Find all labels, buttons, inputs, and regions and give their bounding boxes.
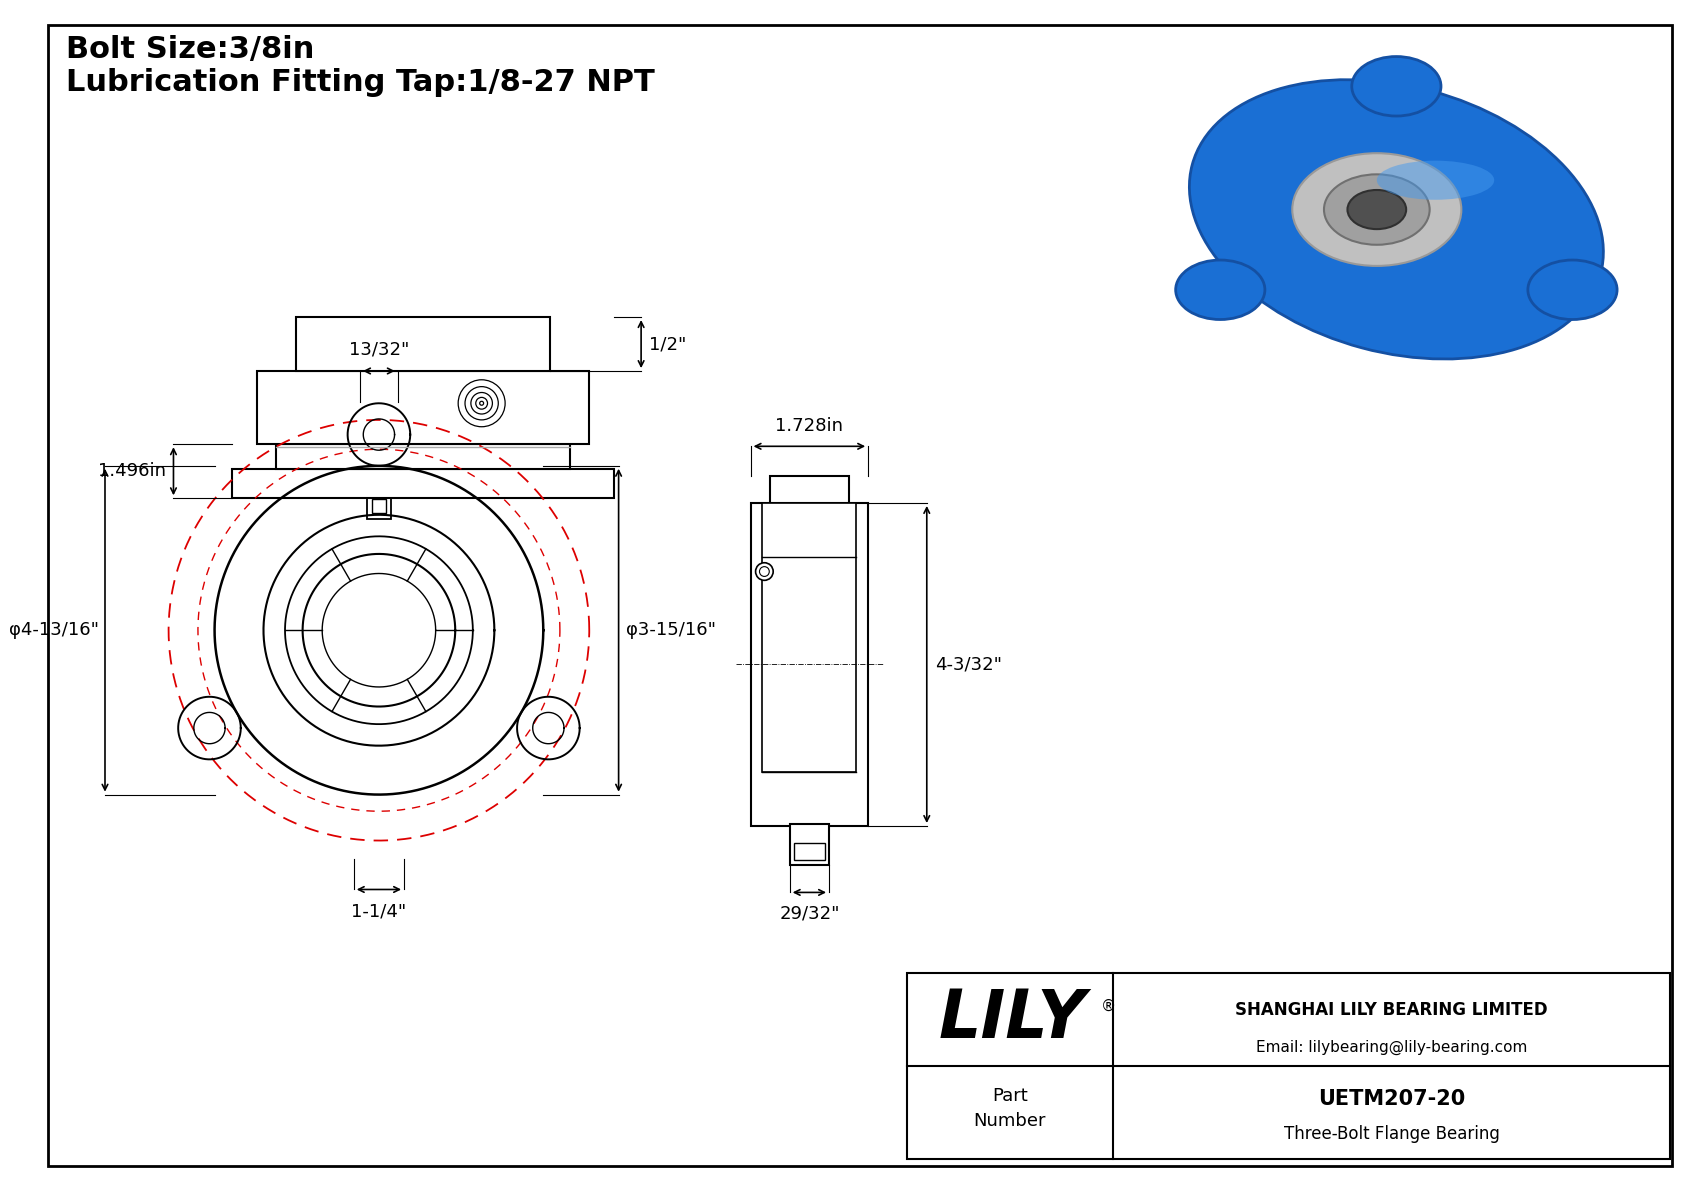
Bar [770, 475, 849, 503]
Text: 1-1/4": 1-1/4" [352, 903, 406, 921]
Text: 29/32": 29/32" [780, 904, 840, 922]
Text: φ4-13/16": φ4-13/16" [8, 622, 99, 640]
Ellipse shape [1347, 191, 1406, 229]
Ellipse shape [1324, 174, 1430, 245]
Text: LILY: LILY [940, 986, 1086, 1052]
Circle shape [480, 401, 483, 405]
Text: Part
Number: Part Number [973, 1087, 1046, 1130]
Text: ®: ® [1101, 998, 1116, 1014]
Circle shape [472, 393, 492, 414]
Bar [276, 444, 569, 469]
Ellipse shape [1175, 260, 1265, 319]
Text: 1/2": 1/2" [648, 335, 687, 353]
Text: Email: lilybearing@lily-bearing.com: Email: lilybearing@lily-bearing.com [1256, 1040, 1527, 1054]
Bar [908, 973, 1671, 1159]
Circle shape [756, 562, 773, 580]
Ellipse shape [1292, 154, 1462, 266]
Ellipse shape [1527, 260, 1617, 319]
Bar [296, 317, 551, 370]
Ellipse shape [1189, 80, 1603, 358]
Bar [793, 842, 825, 860]
Text: 4-3/32": 4-3/32" [935, 655, 1002, 673]
Text: 1.728in: 1.728in [775, 417, 844, 435]
Bar [790, 824, 829, 865]
Text: UETM207-20: UETM207-20 [1319, 1089, 1465, 1109]
Text: SHANGHAI LILY BEARING LIMITED: SHANGHAI LILY BEARING LIMITED [1234, 1000, 1548, 1018]
Bar [232, 469, 613, 498]
Circle shape [759, 567, 770, 576]
Text: 13/32": 13/32" [349, 341, 409, 358]
Circle shape [458, 380, 505, 426]
Circle shape [465, 387, 498, 420]
Text: Bolt Size:3/8in: Bolt Size:3/8in [66, 36, 315, 64]
Bar [751, 503, 867, 825]
Bar [763, 503, 857, 772]
Bar [372, 499, 386, 513]
Circle shape [477, 398, 487, 410]
Text: Lubrication Fitting Tap:1/8-27 NPT: Lubrication Fitting Tap:1/8-27 NPT [66, 68, 655, 96]
Bar [256, 370, 589, 444]
Bar [367, 493, 391, 519]
Ellipse shape [1378, 161, 1494, 200]
Text: φ3-15/16": φ3-15/16" [626, 622, 716, 640]
Text: 1.496in: 1.496in [98, 462, 165, 480]
Text: Three-Bolt Flange Bearing: Three-Bolt Flange Bearing [1283, 1125, 1499, 1143]
Ellipse shape [1352, 56, 1442, 116]
